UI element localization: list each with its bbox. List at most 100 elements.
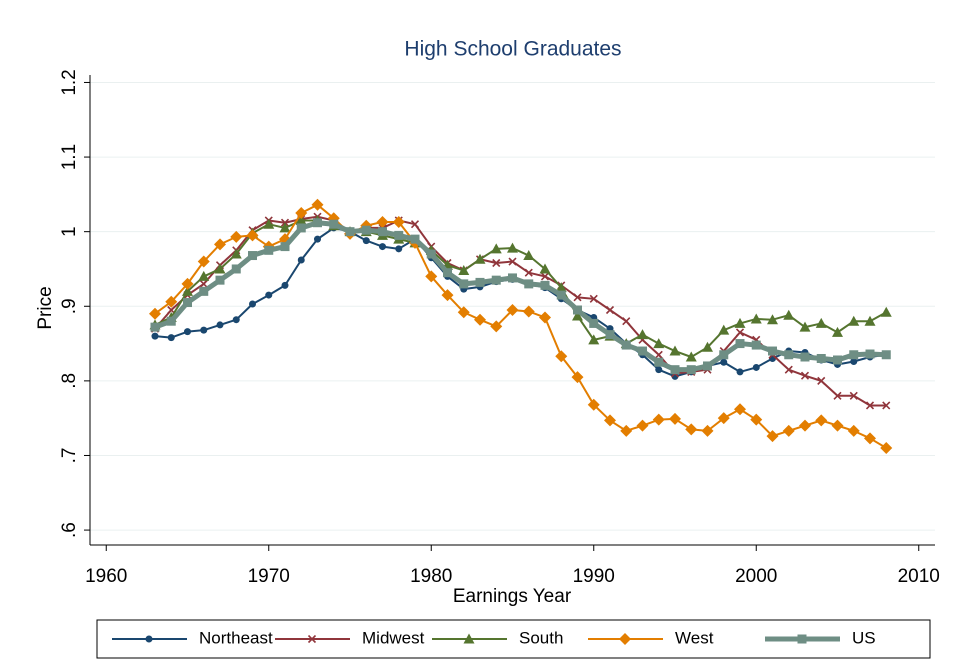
marker — [685, 351, 697, 362]
marker — [394, 230, 404, 240]
legend-marker — [463, 633, 475, 644]
marker — [784, 365, 793, 374]
marker — [458, 264, 470, 275]
marker — [184, 328, 191, 336]
marker — [717, 412, 730, 425]
marker — [232, 316, 240, 324]
marker — [620, 424, 633, 437]
marker — [555, 350, 568, 363]
marker — [149, 307, 161, 320]
marker — [181, 277, 194, 290]
marker — [345, 227, 355, 237]
marker — [880, 442, 893, 455]
x-tick-label: 1990 — [573, 566, 615, 587]
marker — [880, 306, 892, 317]
marker — [279, 222, 291, 233]
marker — [882, 401, 891, 410]
marker — [752, 363, 760, 371]
marker — [395, 245, 403, 253]
marker — [167, 334, 175, 342]
marker — [506, 304, 519, 316]
marker — [734, 317, 746, 328]
marker — [817, 376, 826, 385]
marker — [314, 235, 321, 243]
marker — [734, 403, 746, 416]
marker — [150, 322, 160, 332]
marker — [571, 371, 584, 384]
marker — [311, 198, 324, 211]
marker — [200, 326, 208, 334]
marker — [426, 249, 436, 259]
marker — [457, 306, 470, 319]
marker — [182, 285, 193, 296]
marker — [540, 272, 550, 281]
marker — [280, 242, 290, 252]
marker — [441, 289, 454, 302]
marker — [216, 321, 224, 329]
marker — [508, 273, 517, 283]
marker — [490, 243, 502, 254]
marker — [410, 234, 420, 244]
y-tick-label: 1.1 — [59, 144, 80, 170]
marker — [573, 305, 582, 315]
marker — [669, 412, 681, 425]
marker — [507, 242, 518, 253]
marker — [183, 298, 192, 308]
marker — [246, 229, 259, 242]
legend-marker — [145, 635, 153, 643]
marker — [587, 398, 600, 411]
marker — [686, 365, 696, 375]
marker — [361, 225, 371, 235]
legend-marker — [619, 633, 631, 645]
marker — [638, 346, 647, 356]
marker — [653, 338, 665, 349]
marker — [767, 314, 778, 325]
marker — [604, 414, 616, 427]
legend-marker — [307, 634, 317, 644]
marker — [524, 279, 534, 289]
marker — [151, 332, 159, 340]
marker — [783, 309, 795, 320]
series — [149, 198, 893, 455]
legend-label: US — [852, 628, 876, 647]
marker — [605, 305, 615, 315]
marker — [637, 329, 648, 340]
marker — [864, 432, 876, 445]
marker — [833, 391, 842, 400]
marker — [459, 279, 469, 289]
marker — [831, 419, 844, 432]
chart-title: High School Graduates — [404, 38, 621, 61]
marker — [685, 423, 698, 436]
marker — [197, 255, 210, 268]
marker — [425, 270, 438, 283]
marker — [379, 243, 386, 251]
marker — [750, 313, 762, 324]
x-tick-label: 2000 — [735, 566, 777, 587]
marker — [782, 424, 795, 437]
marker — [248, 251, 257, 261]
marker — [443, 268, 452, 278]
marker — [849, 350, 859, 360]
legend-label: Midwest — [362, 628, 425, 647]
y-tick-label: 1 — [59, 226, 80, 237]
legend-label: Northeast — [199, 628, 273, 647]
marker — [800, 371, 810, 380]
marker — [165, 295, 178, 308]
legend-label: West — [675, 628, 714, 647]
marker — [736, 368, 744, 376]
marker — [655, 366, 663, 374]
marker — [735, 328, 745, 337]
marker — [750, 413, 763, 426]
marker — [703, 361, 712, 371]
legend-marker — [797, 634, 807, 644]
marker — [313, 218, 322, 228]
marker — [621, 340, 631, 350]
marker — [850, 357, 858, 365]
marker — [701, 424, 714, 437]
marker — [815, 317, 827, 328]
marker — [524, 268, 533, 277]
marker — [297, 256, 305, 264]
y-tick-label: .7 — [59, 448, 80, 464]
marker — [265, 291, 273, 299]
